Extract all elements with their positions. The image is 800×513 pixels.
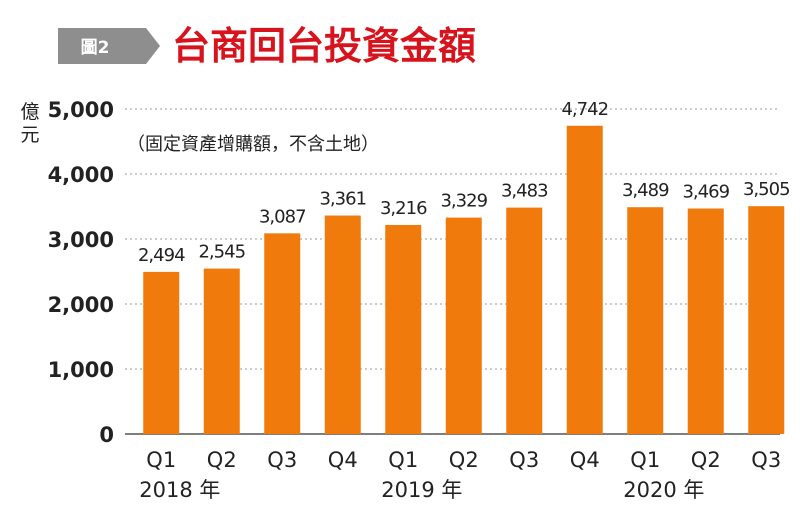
bars: [143, 125, 785, 435]
x-tick-label: Q2: [449, 448, 479, 472]
bar: [566, 125, 603, 435]
bar: [748, 206, 785, 434]
year-label: 2018 年: [139, 478, 220, 502]
y-tick-label: 0: [99, 423, 114, 447]
bar-value-label: 3,483: [501, 181, 548, 202]
figure-badge: 圖2: [58, 28, 160, 64]
bar: [445, 217, 482, 434]
chart-title: 台商回台投資金額: [172, 23, 476, 68]
y-tick-label: 3,000: [48, 228, 114, 252]
y-tick-label: 2,000: [48, 293, 114, 317]
x-tick-label: Q4: [570, 448, 600, 472]
x-tick-label: Q1: [630, 448, 660, 472]
bar: [385, 224, 422, 434]
bar: [687, 208, 724, 434]
bar-value-label: 2,494: [138, 245, 185, 266]
x-tick-label: Q2: [207, 448, 237, 472]
x-tick-label: Q3: [509, 448, 539, 472]
year-labels: 2018 年 2019 年 2020 年: [139, 478, 704, 502]
bar-value-label: 3,329: [440, 191, 487, 212]
bar: [264, 233, 301, 434]
x-axis-ticks: Q1 Q2 Q3 Q4 Q1 Q2 Q3 Q4 Q1 Q2 Q3: [146, 448, 781, 472]
x-tick-label: Q2: [691, 448, 721, 472]
bar-value-label: 3,489: [622, 180, 669, 201]
y-axis-ticks: 0 1,000 2,000 3,000 4,000 5,000: [48, 98, 114, 447]
figure-badge-label: 圖2: [81, 38, 110, 58]
year-label: 2020 年: [623, 478, 704, 502]
y-tick-label: 4,000: [48, 163, 114, 187]
bar-value-label: 3,216: [380, 198, 427, 219]
value-labels: 2,494 2,545 3,087 3,361 3,216 3,329 3,483 4,742…: [138, 99, 791, 266]
bar: [506, 207, 543, 434]
y-tick-label: 5,000: [48, 98, 114, 122]
bar-value-label: 3,469: [682, 182, 729, 203]
y-axis-unit-char: 元: [20, 124, 39, 146]
x-tick-label: Q3: [267, 448, 297, 472]
bar: [324, 215, 361, 434]
bar: [143, 271, 180, 434]
x-tick-label: Q4: [328, 448, 358, 472]
y-tick-label: 1,000: [48, 358, 114, 382]
bar-value-label: 3,505: [743, 179, 790, 200]
x-tick-label: Q3: [751, 448, 781, 472]
chart-subtitle: （固定資產增購額，不含土地）: [127, 134, 379, 155]
bar-value-label: 3,361: [319, 189, 366, 210]
badge-arrow-shape: [58, 28, 160, 64]
bar-value-label: 3,087: [259, 206, 306, 227]
bar-value-label: 4,742: [561, 99, 608, 120]
y-axis-unit-char: 億: [20, 101, 39, 123]
y-axis-unit-label: 億元: [20, 101, 39, 146]
bar-value-label: 2,545: [198, 242, 245, 263]
year-label: 2019 年: [381, 478, 462, 502]
x-tick-label: Q1: [146, 448, 176, 472]
bar: [627, 207, 664, 434]
x-tick-label: Q1: [388, 448, 418, 472]
bar: [203, 268, 240, 434]
